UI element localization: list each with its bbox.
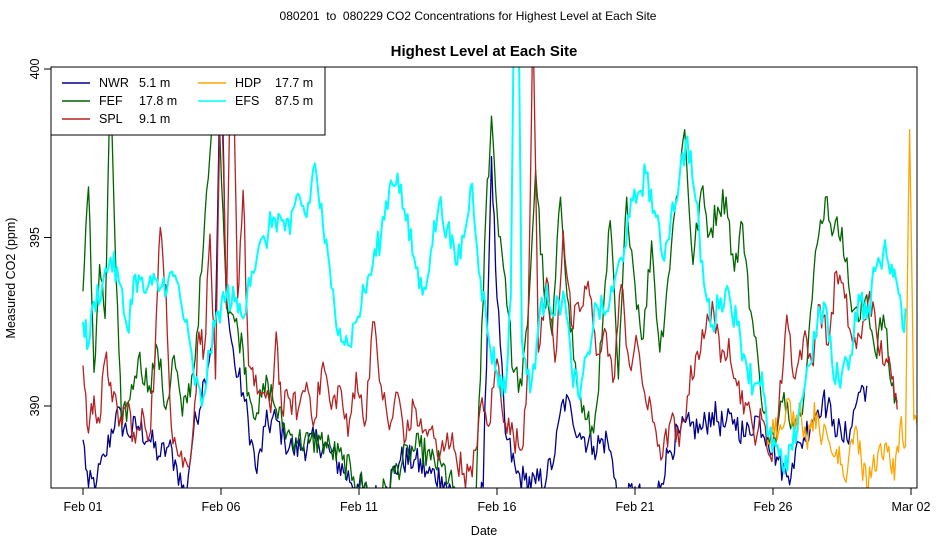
y-tick-label: 390 — [28, 396, 42, 417]
plot-title: Highest Level at Each Site — [391, 43, 578, 60]
legend-height-hdp: 17.7 m — [275, 76, 313, 90]
x-tick-label: Feb 26 — [754, 500, 793, 514]
legend-name-efs: EFS — [235, 94, 259, 108]
series-line-spl — [82, 67, 898, 488]
legend-height-fef: 17.8 m — [139, 94, 177, 108]
x-tick-label: Feb 06 — [202, 500, 241, 514]
x-tick-label: Feb 11 — [340, 500, 378, 514]
y-axis-title: Measured CO2 (ppm) — [4, 218, 18, 339]
legend-height-nwr: 5.1 m — [139, 76, 170, 90]
series-line-hdp — [766, 129, 917, 488]
x-tick-label: Feb 01 — [64, 500, 103, 514]
x-axis: Feb 01 Feb 06 Feb 11 Feb 16 Feb 21 Feb 26 Mar … — [64, 487, 931, 514]
y-tick-label: 400 — [28, 59, 42, 80]
legend-height-spl: 9.1 m — [139, 112, 170, 126]
chart-supertitle: 080201 to 080229 CO2 Concentrations for … — [279, 9, 657, 23]
legend-name-spl: SPL — [99, 112, 123, 126]
series-line-fef — [82, 81, 898, 488]
x-tick-label: Mar 02 — [892, 500, 931, 514]
legend-height-efs: 87.5 m — [275, 94, 313, 108]
x-tick-label: Feb 21 — [616, 500, 655, 514]
series-line-efs — [82, 67, 907, 475]
legend-name-hdp: HDP — [235, 76, 261, 90]
legend-box — [50, 66, 326, 136]
x-axis-title: Date — [471, 524, 497, 538]
x-tick-label: Feb 16 — [478, 500, 517, 514]
legend-name-fef: FEF — [99, 94, 123, 108]
y-axis: 390395400405410 — [28, 59, 51, 417]
legend: NWR 5.1 m FEF 17.8 m SPL 9.1 m HDP 17.7 m EFS 87.… — [50, 66, 326, 136]
y-tick-label: 395 — [28, 227, 42, 248]
legend-name-nwr: NWR — [99, 76, 129, 90]
